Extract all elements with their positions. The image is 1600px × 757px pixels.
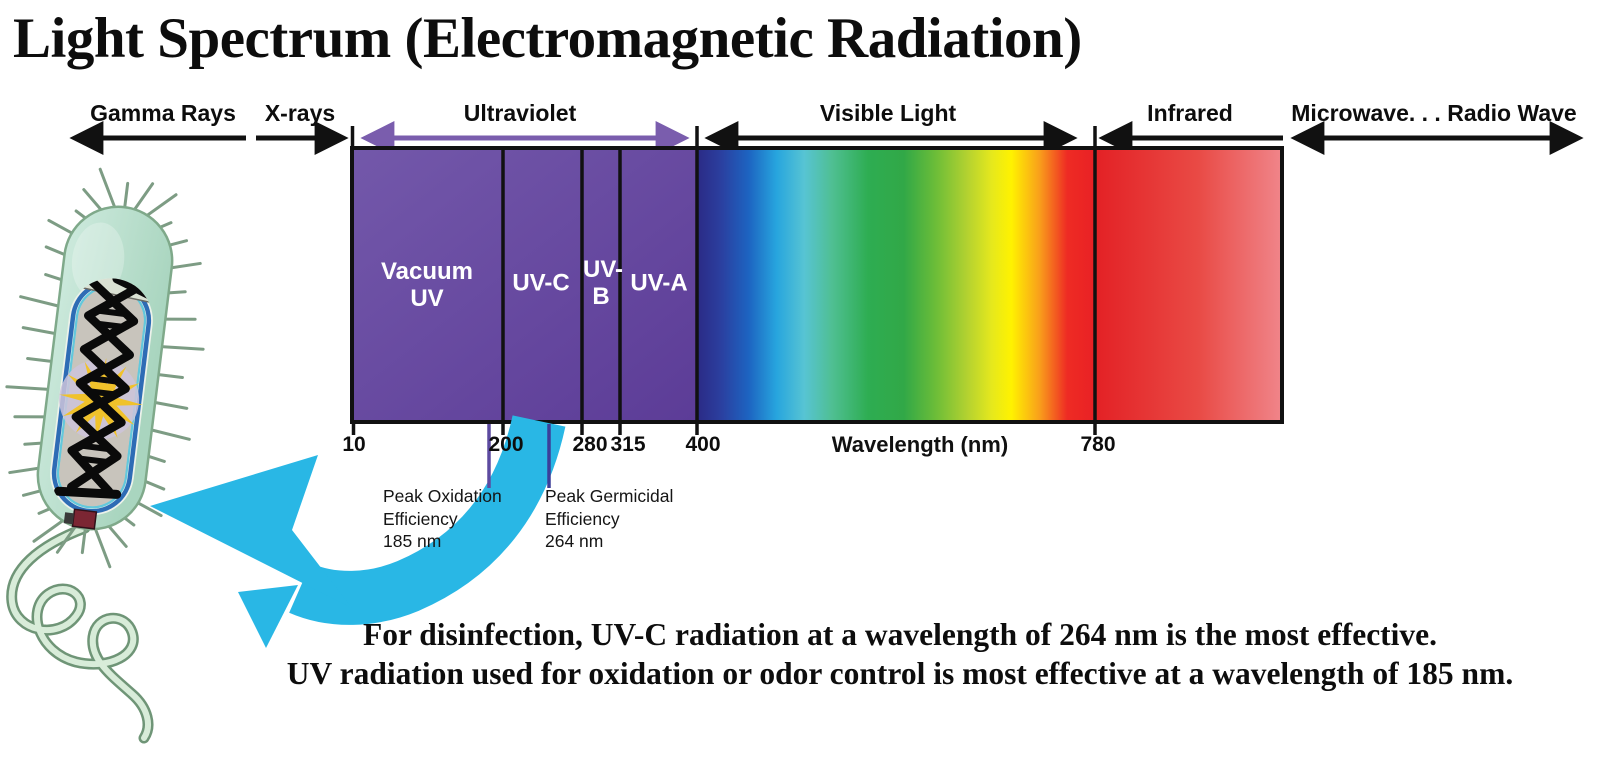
cytoplasm: [59, 287, 144, 507]
bacterium-illustration: [5, 167, 205, 744]
caption: For disinfection, UV-C radiation at a wa…: [200, 615, 1600, 693]
segment-label-uv-a: UV-A: [630, 269, 688, 297]
tick-label-200: 200: [488, 433, 524, 456]
segment-label-uv-c: UV-C: [512, 269, 570, 297]
axis-label: Wavelength (nm): [831, 432, 1009, 457]
cell-capsule: [36, 205, 174, 531]
spectrum-bar: [350, 146, 1284, 435]
annotation-line: 264 nm: [545, 531, 604, 551]
annotation-peak-germicidal: Peak Germicidal Efficiency 264 nm: [545, 485, 673, 553]
tick-label-315: 315: [610, 433, 646, 456]
infrared-section: [1095, 148, 1282, 422]
band-label-infrared: Infrared: [1147, 100, 1233, 126]
band-label-microwave-radio: Microwave. . . Radio Wave: [1291, 100, 1577, 126]
annotation-line: Efficiency: [545, 508, 620, 529]
tick-label-400: 400: [685, 433, 721, 456]
membrane-ring-inner: [56, 285, 147, 509]
tick-label-280: 280: [572, 433, 608, 456]
arrow-bar-connectors: [350, 126, 1097, 150]
tick-label-780: 780: [1080, 433, 1116, 456]
band-label-gamma-rays: Gamma Rays: [90, 100, 236, 126]
capsule-highlight: [71, 222, 125, 299]
cutaway-rim: [50, 278, 153, 516]
cutaway-lid: [69, 273, 158, 305]
band-label-visible-light: Visible Light: [819, 100, 957, 126]
caption-line-2: UV radiation used for oxidation or odor …: [286, 656, 1514, 691]
annotation-peak-oxidation: Peak Oxidation Efficiency 185 nm: [383, 485, 502, 553]
flagellum-anchor: [71, 508, 98, 530]
page-title: Light Spectrum (Electromagnetic Radiatio…: [13, 7, 1082, 70]
annotation-line: Efficiency: [383, 508, 458, 529]
band-label-ultraviolet: Ultraviolet: [463, 100, 577, 126]
caption-line-1: For disinfection, UV-C radiation at a wa…: [362, 617, 1438, 652]
uv-damage-starburst: [59, 358, 143, 442]
annotation-line: Peak Germicidal: [545, 486, 674, 506]
uv-arrowhead: [150, 455, 352, 608]
cutaway-edge: [69, 284, 158, 305]
visible-section: [697, 148, 1095, 422]
tick-label-10: 10: [342, 433, 366, 456]
bar-border: [350, 146, 1284, 424]
annotation-line: Peak Oxidation: [383, 486, 502, 506]
annotation-line: 185 nm: [383, 531, 442, 551]
damage-glow: [59, 359, 140, 440]
band-arrows: [69, 120, 1584, 156]
pili-spikes: [5, 167, 205, 569]
dna-helix: [54, 274, 154, 499]
band-label-x-rays: X-rays: [264, 100, 336, 126]
segment-label-vacuum-uv: Vacuum UV: [380, 258, 474, 312]
flagellum: [6, 522, 154, 744]
segment-label-uv-b: UV-B: [583, 256, 624, 310]
flagellum-anchor-dark: [63, 512, 75, 525]
membrane-ring-outer: [51, 280, 152, 514]
